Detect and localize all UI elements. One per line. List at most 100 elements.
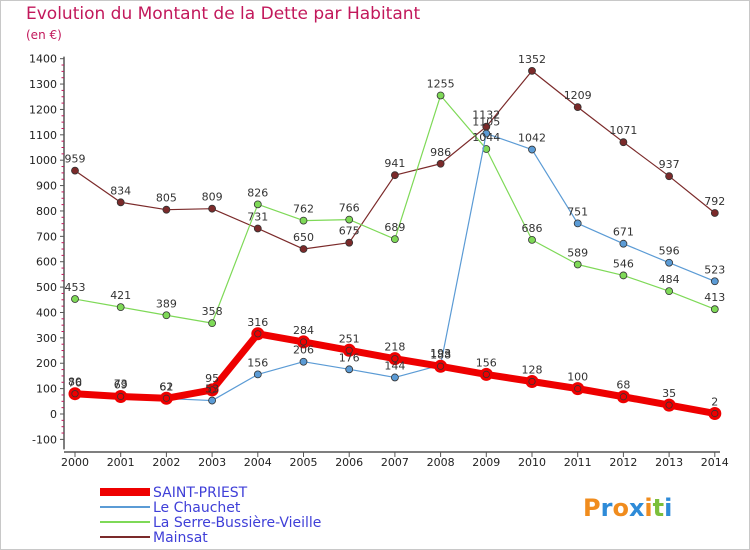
x-tick-label: 2004 (244, 456, 272, 469)
y-tick-label: 900 (36, 180, 57, 193)
data-label: 358 (202, 305, 223, 318)
data-point (573, 260, 582, 269)
data-point (390, 235, 399, 244)
data-point-core (117, 392, 125, 401)
data-label: 792 (704, 195, 725, 208)
data-point-core (619, 393, 628, 401)
data-point (665, 172, 673, 181)
y-tick-label: 1200 (29, 103, 57, 116)
x-tick-label: 2012 (609, 456, 637, 469)
y-tick-label: 1400 (29, 53, 57, 66)
data-label: 805 (156, 192, 177, 205)
data-point-core (345, 346, 353, 354)
data-label: 2 (711, 395, 718, 408)
data-point (208, 319, 217, 328)
data-label: 1071 (609, 124, 637, 137)
legend-label: Mainsat (153, 530, 208, 546)
data-point-core (528, 377, 536, 386)
data-point-core (162, 394, 170, 402)
x-tick-label: 2010 (518, 456, 546, 469)
x-tick-label: 2009 (472, 456, 500, 469)
data-point-core (208, 386, 216, 394)
legend-label: La Serre-Bussière-Vieille (153, 515, 321, 531)
data-label: 156 (476, 356, 497, 369)
data-point (710, 305, 719, 314)
data-point (162, 205, 171, 214)
data-point (528, 235, 536, 244)
data-label: 251 (339, 332, 360, 345)
data-label: 986 (430, 146, 451, 159)
data-label: 766 (339, 202, 360, 215)
data-point (208, 396, 217, 405)
data-point-core (391, 355, 399, 363)
data-point (528, 145, 536, 154)
data-point (116, 303, 125, 312)
data-label: 176 (339, 351, 360, 364)
data-point (710, 277, 719, 286)
data-point (299, 357, 308, 366)
data-label: 689 (384, 221, 405, 234)
data-point (710, 209, 719, 217)
data-point (299, 216, 308, 225)
data-point-core (482, 370, 490, 379)
y-tick-label: 400 (36, 306, 57, 319)
data-label: 1105 (472, 116, 500, 129)
data-point (253, 200, 262, 209)
data-point (436, 159, 445, 168)
data-point-core (711, 409, 719, 418)
x-tick-label: 2014 (701, 456, 729, 469)
data-label: 156 (247, 356, 268, 369)
y-tick-label: 500 (36, 281, 57, 294)
data-point (665, 258, 673, 267)
data-label: 650 (293, 231, 314, 244)
data-label: 453 (65, 281, 86, 294)
data-label: 73 (114, 377, 128, 390)
brand-logo: Proxiti (583, 494, 672, 522)
data-point-core (71, 390, 79, 398)
data-label: 100 (567, 371, 588, 384)
chart-title: Evolution du Montant de la Dette par Hab… (26, 4, 421, 24)
data-point (71, 295, 79, 303)
data-label: 589 (567, 247, 588, 260)
unit-label: (en €) (26, 28, 62, 42)
data-label: 188 (430, 348, 451, 361)
data-label: 959 (65, 153, 86, 166)
data-label: 731 (247, 210, 268, 223)
data-label: 1044 (472, 131, 500, 144)
data-label: 1209 (564, 89, 592, 102)
y-tick-label: -100 (32, 433, 57, 446)
data-point (619, 271, 628, 280)
data-label: 193 (430, 347, 451, 360)
data-label: 523 (704, 263, 725, 276)
data-point (619, 239, 628, 248)
x-tick-label: 2011 (564, 456, 592, 469)
data-label: 686 (522, 222, 543, 235)
data-point (619, 138, 628, 147)
data-label: 95 (205, 372, 219, 385)
data-label: 61 (159, 381, 173, 394)
data-label: 218 (384, 341, 405, 354)
data-point-core (254, 330, 262, 338)
data-point (71, 166, 79, 175)
data-label: 206 (293, 344, 314, 357)
data-point (665, 287, 673, 296)
data-label: 284 (293, 324, 314, 337)
data-label: 421 (110, 289, 131, 302)
data-point (162, 311, 171, 320)
x-tick-label: 2008 (427, 456, 455, 469)
data-point (573, 103, 582, 112)
data-label: 762 (293, 203, 314, 216)
data-label: 144 (384, 359, 405, 372)
data-point (528, 66, 536, 75)
data-label: 941 (384, 157, 405, 170)
data-label: 675 (339, 225, 360, 238)
data-point (482, 129, 491, 138)
x-tick-label: 2001 (107, 456, 135, 469)
x-tick-label: 2002 (152, 456, 180, 469)
legend-label: Le Chauchet (153, 500, 241, 516)
y-tick-label: 200 (36, 357, 57, 370)
y-tick-label: 0 (50, 408, 57, 421)
x-tick-label: 2003 (198, 456, 226, 469)
data-point (116, 198, 125, 207)
